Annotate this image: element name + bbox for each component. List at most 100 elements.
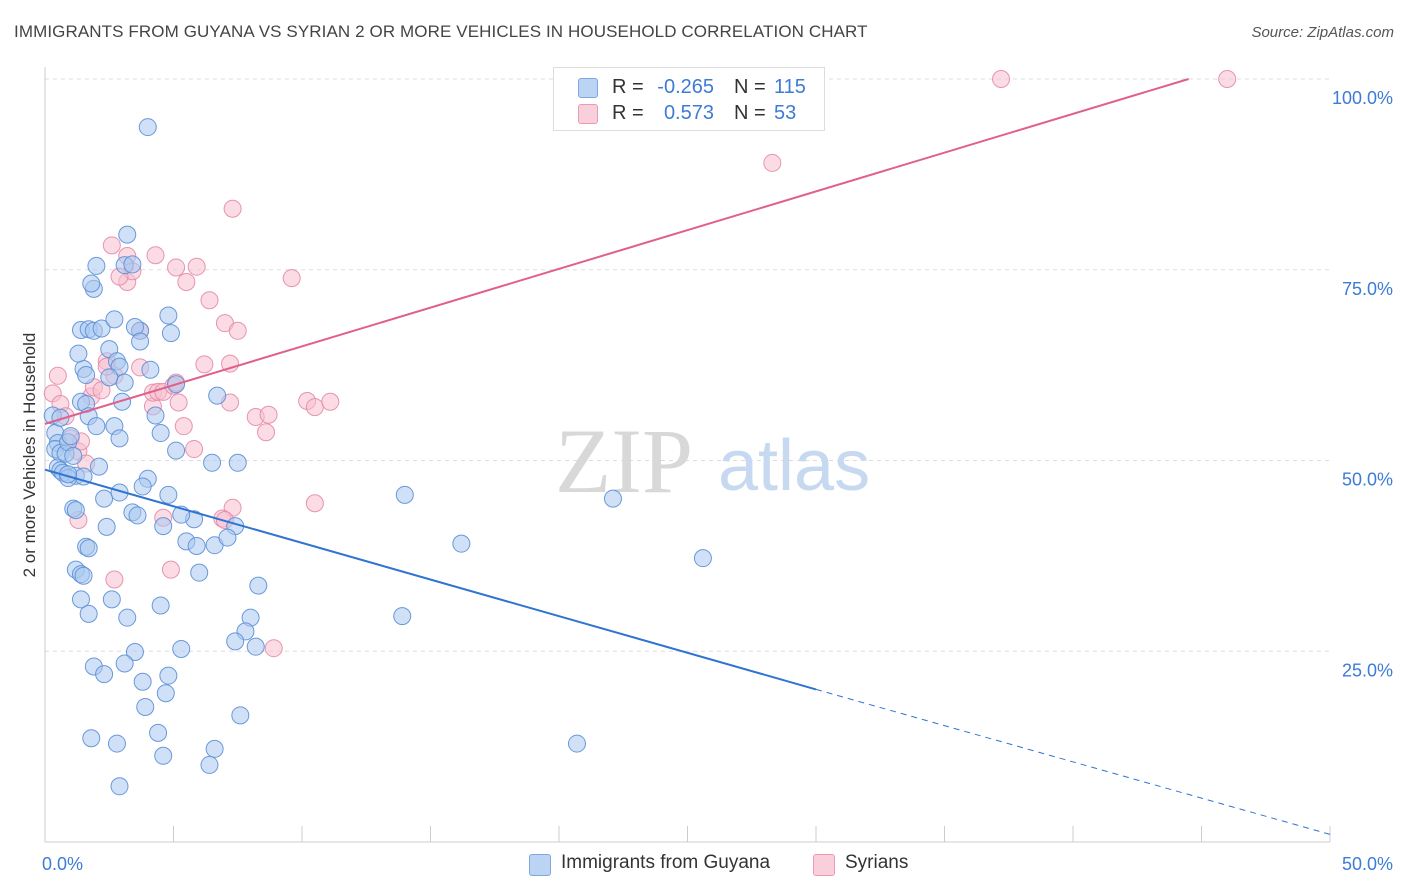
- syrian-point: [264, 639, 283, 658]
- n-label: N =: [734, 102, 766, 124]
- guyana-point: [246, 637, 265, 656]
- guyana-point: [133, 672, 152, 691]
- guyana-point: [172, 639, 191, 658]
- guyana-point: [95, 489, 114, 508]
- guyana-point: [156, 684, 175, 703]
- guyana-point: [228, 453, 247, 472]
- syrian-point: [187, 257, 206, 276]
- guyana-point: [87, 417, 106, 436]
- guyana-point: [693, 549, 712, 568]
- guyana-point: [82, 274, 101, 293]
- syrian-point: [167, 258, 186, 277]
- guyana-point: [154, 517, 173, 536]
- r-value: -0.265: [657, 76, 714, 98]
- guyana-point: [51, 408, 70, 427]
- watermark: ZIP atlas: [555, 410, 870, 512]
- guyana-point: [395, 485, 414, 504]
- syrian-point: [763, 153, 782, 172]
- guyana-point: [105, 310, 124, 329]
- syrian-point: [992, 70, 1011, 88]
- guyana-point: [107, 734, 126, 753]
- guyana-point: [136, 697, 155, 716]
- y-tick-label: 100.0%: [1332, 88, 1393, 108]
- guyana-point: [603, 489, 622, 508]
- stats-legend: R = -0.265 N = 115 R = 0.573 N = 53: [553, 67, 825, 131]
- guyana-point: [205, 739, 224, 758]
- source-credit: Source: ZipAtlas.com: [1251, 24, 1394, 41]
- guyana-point: [87, 256, 106, 275]
- guyana-point: [128, 506, 147, 525]
- guyana-point: [452, 534, 471, 553]
- r-label: R =: [612, 76, 644, 98]
- guyana-point: [74, 566, 93, 585]
- guyana-trend-line: [44, 468, 817, 691]
- guyana-points: [43, 118, 712, 796]
- guyana-point: [151, 596, 170, 615]
- chart-title: IMMIGRANTS FROM GUYANA VS SYRIAN 2 OR MO…: [14, 22, 868, 41]
- guyana-point: [66, 501, 85, 520]
- guyana-point: [89, 457, 108, 476]
- syrian-trend-line: [44, 78, 1189, 425]
- n-value: 115: [774, 76, 806, 98]
- guyana-point: [226, 632, 245, 651]
- guyana-point: [79, 539, 98, 558]
- x-tick-label: 50.0%: [1342, 854, 1393, 874]
- watermark-atlas: atlas: [718, 426, 870, 506]
- guyana-point: [110, 777, 129, 796]
- guyana-point: [141, 360, 160, 379]
- guyana-point: [393, 607, 412, 626]
- guyana-point: [167, 441, 186, 460]
- guyana-point: [203, 453, 222, 472]
- n-value: 53: [774, 102, 797, 124]
- syrian-point: [177, 272, 196, 291]
- guyana-point: [110, 429, 129, 448]
- guyana-point: [64, 446, 83, 465]
- syrian-point: [102, 236, 121, 255]
- guyana-point: [567, 734, 586, 753]
- legend-label: Syrians: [845, 852, 909, 873]
- legend-label: Immigrants from Guyana: [561, 852, 771, 873]
- guyana-point: [118, 225, 137, 244]
- syrian-point: [228, 321, 247, 340]
- guyana-point: [61, 427, 80, 446]
- trend-layer: [44, 78, 1331, 835]
- syrian-point: [161, 560, 180, 579]
- n-label: N =: [734, 76, 766, 98]
- guyana-point: [100, 368, 119, 387]
- y-tick-label: 50.0%: [1342, 470, 1393, 490]
- syrian-point: [257, 423, 276, 442]
- syrian-point: [105, 570, 124, 589]
- tick-labels: 25.0% 50.0% 75.0% 100.0% 0.0% 50.0%: [42, 88, 1393, 874]
- guyana-point: [138, 118, 157, 137]
- guyana-point: [115, 373, 134, 392]
- watermark-zip: ZIP: [555, 410, 693, 512]
- r-label: R =: [612, 102, 644, 124]
- syrian-point: [305, 398, 324, 417]
- guyana-point: [154, 746, 173, 765]
- guyana-point: [82, 729, 101, 748]
- guyana-point: [118, 608, 137, 627]
- y-tick-label: 75.0%: [1342, 279, 1393, 299]
- guyana-point: [71, 590, 90, 609]
- guyana-point: [159, 666, 178, 685]
- syrian-point: [200, 291, 219, 310]
- syrian-point: [48, 366, 67, 385]
- guyana-point: [231, 706, 250, 725]
- syrian-point: [221, 354, 240, 373]
- syrian-point: [146, 246, 165, 265]
- syrian-points: [43, 70, 1237, 658]
- guyana-swatch: [578, 78, 598, 98]
- guyana-point: [187, 536, 206, 555]
- guyana-point: [149, 723, 168, 742]
- syrian-legend-swatch: [813, 854, 835, 876]
- guyana-point: [161, 324, 180, 343]
- guyana-point: [151, 424, 170, 443]
- syrian-point: [259, 405, 278, 424]
- guyana-trend-extension: [815, 688, 1331, 835]
- guyana-point: [113, 392, 132, 411]
- y-tick-label: 25.0%: [1342, 660, 1393, 680]
- guyana-point: [77, 366, 96, 385]
- guyana-point: [133, 477, 152, 496]
- guyana-point: [208, 386, 227, 405]
